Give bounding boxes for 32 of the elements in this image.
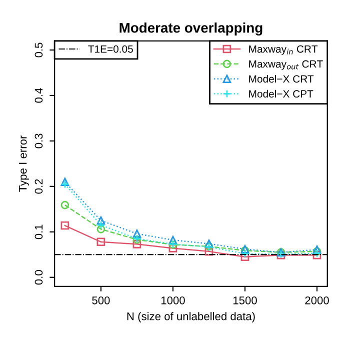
x-axis-title: N (size of unlabelled data) [127,312,255,322]
point [60,200,70,210]
point [96,216,106,225]
legend-label: Maxway$_{out}$ CRT [249,60,323,70]
legend-label: Maxway$_{in}$ CRT [249,45,318,55]
y-axis-title: Type I error [18,135,29,192]
y-tick-label: 0.2 [34,179,43,194]
point [60,180,70,188]
point [132,240,142,248]
x-tick-label: 2000 [305,296,329,304]
point [96,224,106,234]
chart-title: Moderate overlapping [120,22,262,36]
point [96,238,106,246]
legend-label: Model−X CRT [249,74,314,83]
point [60,221,70,230]
x-tick-label: 1500 [233,296,257,304]
y-tick-label: 0.0 [34,270,43,285]
point [96,220,106,230]
point [240,250,250,258]
y-tick-label: 0.4 [34,88,43,103]
x-tick-label: 500 [92,296,110,304]
point [168,236,178,244]
point [204,247,214,256]
y-tick-label: 0.3 [34,134,43,148]
legend-label: T1E=0.05 [88,45,133,53]
point [204,240,214,248]
point [132,230,142,238]
point [168,244,178,252]
y-tick-label: 0.5 [34,42,43,58]
x-tick-label: 1000 [161,296,185,304]
y-tick-label: 0.1 [34,224,43,240]
legend-label: Model−X CPT [249,90,314,98]
